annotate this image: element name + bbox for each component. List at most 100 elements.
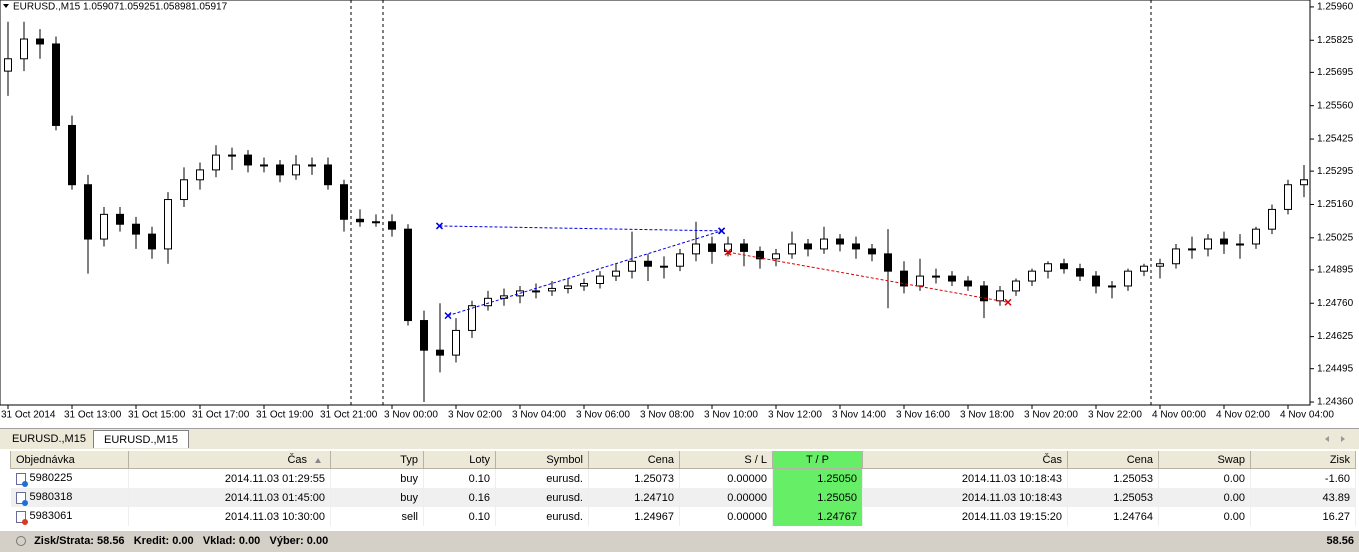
cell-text: 1.25053: [1113, 472, 1153, 485]
trade-open-marker: [435, 222, 443, 230]
order-row[interactable]: 5980225 2014.11.03 01:29:55 buy 0.10 eurusd.…: [10, 468, 1356, 488]
column-header[interactable]: Zisk: [1250, 451, 1356, 469]
x-tick-label: 3 Nov 08:00: [640, 410, 694, 421]
column-header[interactable]: Symbol: [495, 451, 589, 469]
candle-body: [1204, 238, 1212, 250]
quote-value: 1.05907: [83, 2, 120, 13]
candle-body: [1076, 268, 1084, 277]
candle-body: [36, 38, 44, 45]
column-header[interactable]: Čas: [128, 451, 331, 469]
candle-body: [564, 285, 572, 289]
trade-close-marker: [718, 227, 726, 235]
candle-body: [580, 283, 588, 287]
trade-line: [439, 225, 722, 232]
order-icon: [15, 491, 28, 506]
scroll-arrows[interactable]: [1315, 429, 1355, 449]
candle-body: [1012, 280, 1020, 292]
column-header[interactable]: Loty: [423, 451, 496, 469]
tab[interactable]: EURUSD.,M15: [12, 433, 86, 445]
cell: 0.00000: [679, 468, 773, 488]
cell: 0.00: [1158, 507, 1251, 526]
tab[interactable]: EURUSD.,M15: [93, 430, 189, 448]
candle-body: [228, 154, 236, 157]
candle-body: [1188, 248, 1196, 251]
cell: 0.10: [423, 468, 496, 488]
column-header[interactable]: T / P: [772, 451, 863, 469]
order-row[interactable]: 5983061 2014.11.03 10:30:00 sell 0.10 eurusd…: [10, 507, 1356, 526]
cell: 5980318: [10, 488, 129, 507]
order-row[interactable]: 5980318 2014.11.03 01:45:00 buy 0.16 eurusd.…: [10, 488, 1356, 507]
y-tick-label: 1.25825: [1317, 35, 1354, 46]
menu-arrow[interactable]: [3, 4, 9, 8]
column-header[interactable]: S / L: [679, 451, 773, 469]
column-header-text: Cena: [1126, 453, 1153, 466]
y-tick-label: 1.24360: [1317, 397, 1354, 408]
y-tick-label: 1.24760: [1317, 298, 1354, 309]
column-header[interactable]: Typ: [330, 451, 424, 469]
cell-text: 43.89: [1322, 491, 1350, 504]
cell: 1.25073: [588, 468, 680, 488]
cell-text: eurusd.: [546, 510, 583, 523]
column-header-text: Symbol: [546, 453, 583, 466]
quote-value: 1.05917: [191, 2, 228, 13]
cell-text: 0.00: [1223, 472, 1245, 485]
cell-text: 16.27: [1322, 510, 1350, 523]
y-tick-label: 1.25560: [1317, 100, 1354, 111]
cell-text: eurusd.: [546, 491, 583, 504]
column-header-text: S / L: [744, 453, 767, 466]
cell: 1.25053: [1067, 488, 1159, 507]
candle-body: [84, 184, 92, 240]
y-tick-label: 1.25960: [1317, 2, 1354, 13]
candle-body: [1284, 184, 1292, 210]
candle-body: [932, 275, 940, 278]
candle-body: [148, 233, 156, 250]
x-tick-label: 3 Nov 06:00: [576, 410, 630, 421]
column-header[interactable]: Cena: [1067, 451, 1159, 469]
column-header[interactable]: Cena: [588, 451, 680, 469]
cell: 2014.11.03 10:18:43: [862, 488, 1068, 507]
x-tick-label: 3 Nov 04:00: [512, 410, 566, 421]
cell-text: eurusd.: [546, 472, 583, 485]
candle-body: [468, 305, 476, 331]
candle-body: [644, 260, 652, 267]
candle-body: [740, 243, 748, 252]
x-tick-label: 3 Nov 22:00: [1088, 410, 1142, 421]
y-tick-label: 1.24495: [1317, 363, 1354, 374]
x-tick-label: 4 Nov 04:00: [1280, 410, 1334, 421]
candle-body: [1236, 243, 1244, 246]
candle-body: [948, 275, 956, 282]
cell-text: 2014.11.03 10:18:43: [961, 472, 1062, 485]
cell: 2014.11.03 10:30:00: [128, 507, 331, 526]
summary-bar: Zisk/Strata: 58.56 Kredit: 0.00 Vklad: 0…: [0, 531, 1359, 552]
cell-text: 1.24764: [1113, 510, 1153, 523]
cell: -1.60: [1250, 468, 1356, 488]
cell-text: 1.24710: [634, 491, 674, 504]
candle-body: [1060, 263, 1068, 270]
x-tick-label: 4 Nov 00:00: [1152, 410, 1206, 421]
column-header[interactable]: Čas: [862, 451, 1068, 469]
plot-area: [0, 0, 1311, 406]
cell-text: 5980318: [29, 491, 73, 504]
trade-line: [447, 230, 722, 317]
trade-table: Objednávka Čas Typ Loty Symbol Cena S / L T / P…: [0, 451, 1359, 526]
orders: Objednávka Čas Typ Loty Symbol Cena S / L T / P…: [10, 451, 1356, 526]
column-header[interactable]: Swap: [1158, 451, 1251, 469]
candle-body: [52, 43, 60, 126]
tab-bar: EURUSD.,M15 EURUSD.,M15: [0, 428, 1359, 449]
candle-body: [532, 290, 540, 293]
column-header-text: T / P: [805, 453, 830, 466]
column-header[interactable]: Objednávka: [10, 451, 129, 469]
candle-body: [1268, 208, 1276, 230]
withdrawal: Výber: 0.00: [269, 535, 329, 547]
cell: 0.00000: [679, 488, 773, 507]
cell: eurusd.: [495, 468, 589, 488]
column-header-text: Loty: [469, 453, 490, 466]
candle-body: [388, 221, 396, 230]
candle-body: [1044, 263, 1052, 272]
x-tick-label: 3 Nov 02:00: [448, 410, 502, 421]
candle-body: [164, 199, 172, 250]
column-header-text: Typ: [400, 453, 418, 466]
candle-body: [548, 287, 556, 292]
cell-text: 2014.11.03 10:30:00: [224, 510, 325, 523]
